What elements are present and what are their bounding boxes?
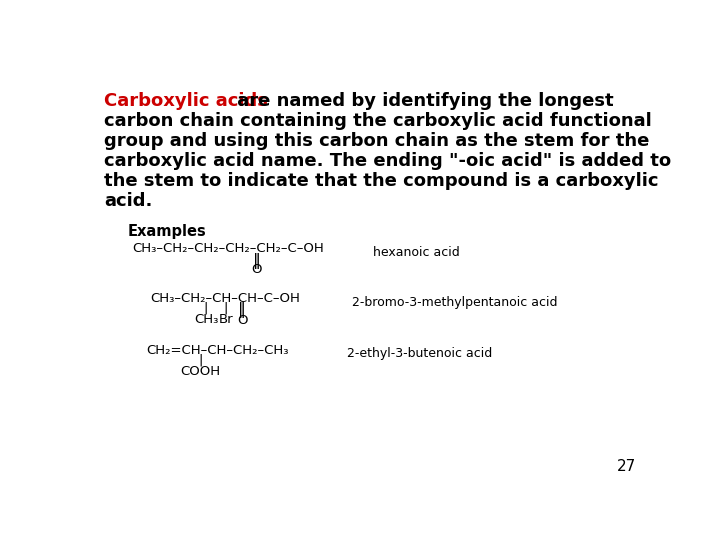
Text: hexanoic acid: hexanoic acid <box>373 246 459 259</box>
Text: |: | <box>199 354 203 367</box>
Text: O: O <box>237 314 248 327</box>
Text: Examples: Examples <box>127 224 206 239</box>
Text: CH₂=CH–CH–CH₂–CH₃: CH₂=CH–CH–CH₂–CH₃ <box>145 343 288 356</box>
Text: |: | <box>204 302 208 315</box>
Text: ‖: ‖ <box>238 302 246 318</box>
Text: CH₃: CH₃ <box>194 313 218 326</box>
Text: ‖: ‖ <box>253 253 261 269</box>
Text: acid.: acid. <box>104 192 153 210</box>
Text: 27: 27 <box>617 460 636 475</box>
Text: Br: Br <box>219 313 233 326</box>
Text: Carboxylic acids: Carboxylic acids <box>104 92 268 110</box>
Text: CH₃–CH₂–CH₂–CH₂–CH₂–C–OH: CH₃–CH₂–CH₂–CH₂–CH₂–C–OH <box>132 242 325 255</box>
Text: carbon chain containing the carboxylic acid functional: carbon chain containing the carboxylic a… <box>104 112 652 130</box>
Text: are named by identifying the longest: are named by identifying the longest <box>231 92 613 110</box>
Text: group and using this carbon chain as the stem for the: group and using this carbon chain as the… <box>104 132 649 150</box>
Text: CH₃–CH₂–CH–CH–C–OH: CH₃–CH₂–CH–CH–C–OH <box>150 292 300 305</box>
Text: |: | <box>224 302 228 315</box>
Text: O: O <box>251 264 262 276</box>
Text: carboxylic acid name. The ending "-oic acid" is added to: carboxylic acid name. The ending "-oic a… <box>104 152 671 170</box>
Text: 2-ethyl-3-butenoic acid: 2-ethyl-3-butenoic acid <box>347 347 492 360</box>
Text: 2-bromo-3-methylpentanoic acid: 2-bromo-3-methylpentanoic acid <box>352 296 557 309</box>
Text: COOH: COOH <box>181 365 221 378</box>
Text: the stem to indicate that the compound is a carboxylic: the stem to indicate that the compound i… <box>104 172 659 190</box>
